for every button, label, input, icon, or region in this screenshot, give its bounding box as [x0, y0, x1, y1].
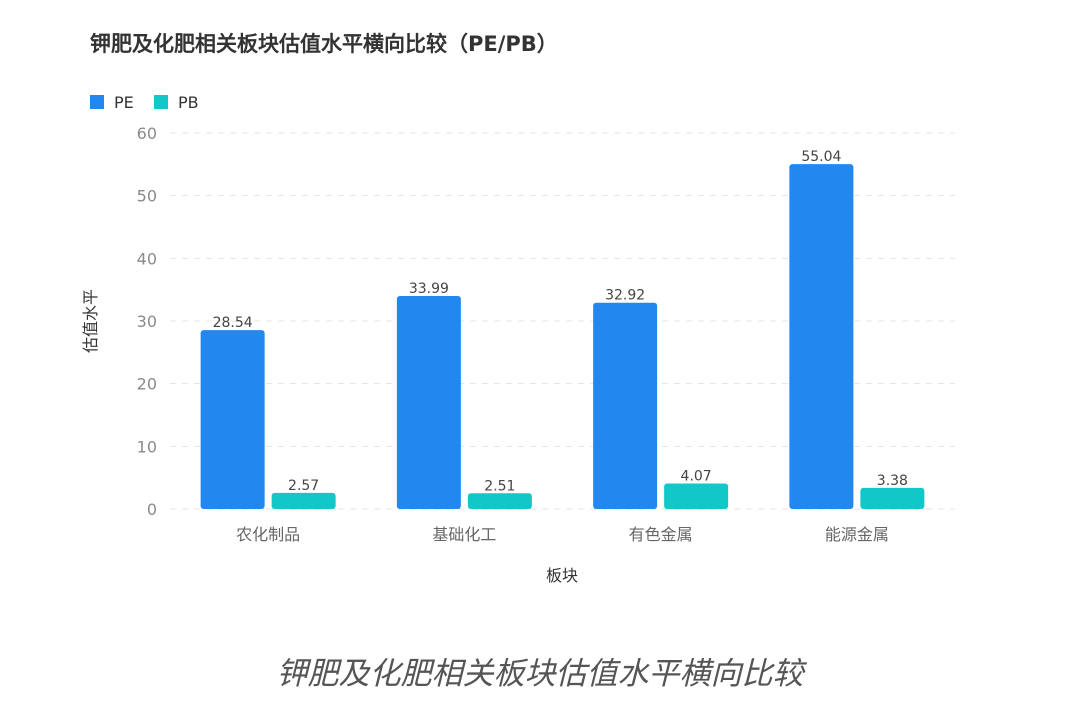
- legend-label-pb: PB: [178, 93, 199, 112]
- bar-pb-3: [664, 483, 729, 509]
- legend-label-pe: PE: [114, 93, 134, 112]
- y-tick-label: 10: [137, 437, 157, 456]
- x-axis: 农化制品 基础化工 有色金属 能源金属: [236, 525, 889, 544]
- data-label-pe-2: 33.99: [409, 281, 449, 297]
- y-tick-label: 30: [137, 312, 157, 331]
- x-axis-title: 板块: [546, 566, 578, 585]
- bar-pe-3: [593, 302, 658, 509]
- x-tick-label: 能源金属: [825, 525, 889, 544]
- data-label-pb-3: 4.07: [681, 468, 712, 484]
- bar-pe-4: [789, 164, 854, 509]
- x-tick-label: 有色金属: [629, 525, 693, 544]
- y-axis-title: 估值水平: [81, 289, 100, 353]
- bars: 28.54 2.57 33.99 2.51 32.92 4.07 55.04 3.38: [200, 149, 925, 509]
- data-label-pe-4: 55.04: [801, 149, 841, 165]
- y-tick-label: 60: [137, 124, 157, 143]
- bar-pe-1: [200, 330, 265, 509]
- bar-pb-2: [467, 493, 532, 509]
- bar-chart: PE PB 0 10 20 30 40 50 60 28.54 2.57 33.99 2.51 32.…: [81, 93, 955, 585]
- bar-pb-4: [860, 487, 925, 509]
- y-tick-label: 40: [137, 249, 157, 268]
- y-tick-label: 50: [137, 187, 157, 206]
- y-tick-label: 0: [147, 500, 157, 519]
- chart-title: 钾肥及化肥相关板块估值水平横向比较（PE/PB）: [90, 32, 558, 56]
- data-label-pb-1: 2.57: [288, 478, 319, 494]
- x-tick-label: 农化制品: [236, 525, 300, 544]
- x-tick-label: 基础化工: [432, 525, 496, 544]
- data-label-pb-4: 3.38: [877, 473, 908, 489]
- data-label-pe-1: 28.54: [213, 315, 253, 331]
- bar-pb-1: [271, 492, 336, 509]
- legend-swatch-pe: [90, 95, 104, 109]
- figure-caption: 钾肥及化肥相关板块估值水平横向比较: [276, 656, 804, 692]
- legend: PE PB: [90, 93, 199, 112]
- y-axis: 0 10 20 30 40 50 60: [137, 124, 157, 519]
- data-label-pe-3: 32.92: [605, 288, 645, 304]
- bar-pe-2: [396, 295, 461, 509]
- y-tick-label: 20: [137, 375, 157, 394]
- legend-swatch-pb: [154, 95, 168, 109]
- data-label-pb-2: 2.51: [484, 478, 515, 494]
